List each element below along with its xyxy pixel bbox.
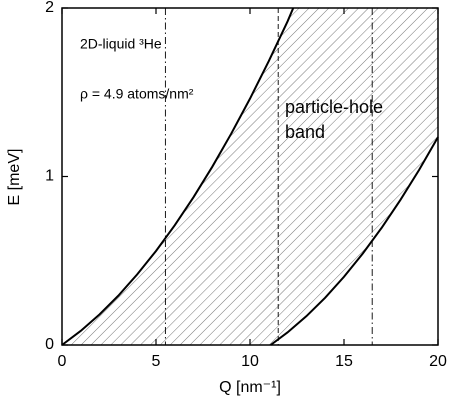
boundary-line <box>61 7 295 346</box>
y-tick-label: 0 <box>45 336 54 353</box>
x-tick-label: 15 <box>335 353 353 370</box>
y-tick-label: 1 <box>45 168 54 185</box>
x-tick-label: 20 <box>429 353 447 370</box>
x-tick-label: 10 <box>241 353 259 370</box>
boundary-line <box>270 136 439 346</box>
x-tick-label: 0 <box>58 353 67 370</box>
annotation: ρ = 4.9 atoms/nm² <box>80 86 194 102</box>
x-tick-label: 5 <box>152 353 161 370</box>
x-axis-label: Q [nm⁻¹] <box>219 379 281 396</box>
y-tick-label: 2 <box>45 0 54 16</box>
y-axis-label: E [meV] <box>6 149 23 206</box>
hatched-band <box>62 8 438 345</box>
annotation: 2D-liquid ³He <box>80 36 162 52</box>
